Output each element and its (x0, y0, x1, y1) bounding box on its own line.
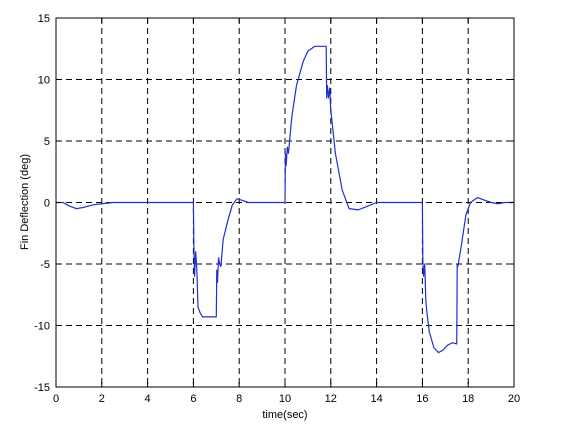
tick-marks (55, 17, 515, 388)
x-axis-label: time(sec) (262, 409, 307, 421)
y-tick-labels: -15 -10 -5 0 5 10 15 (34, 13, 50, 394)
x-tick-label: 14 (370, 393, 382, 405)
y-tick-label: 10 (38, 75, 50, 87)
x-tick-label: 2 (99, 393, 105, 405)
y-tick-label: -10 (34, 321, 50, 333)
x-tick-label: 18 (462, 393, 474, 405)
x-tick-label: 20 (508, 393, 520, 405)
y-axis-label: Fin Deflection (deg) (19, 154, 31, 250)
y-tick-label: 15 (38, 13, 50, 25)
x-tick-label: 10 (279, 393, 291, 405)
y-tick-label: 0 (44, 198, 50, 210)
y-tick-label: 5 (44, 136, 50, 148)
x-tick-label: 4 (145, 393, 151, 405)
y-tick-label: -15 (34, 382, 50, 394)
x-tick-label: 16 (416, 393, 428, 405)
y-tick-label: -5 (40, 259, 50, 271)
x-tick-labels: 0 2 4 6 8 10 12 14 16 18 20 (53, 393, 520, 405)
x-tick-label: 6 (190, 393, 196, 405)
x-tick-label: 8 (236, 393, 242, 405)
series-layer (56, 45, 514, 354)
fin-deflection-line (56, 45, 514, 354)
x-tick-label: 12 (325, 393, 337, 405)
x-tick-label: 0 (53, 393, 59, 405)
